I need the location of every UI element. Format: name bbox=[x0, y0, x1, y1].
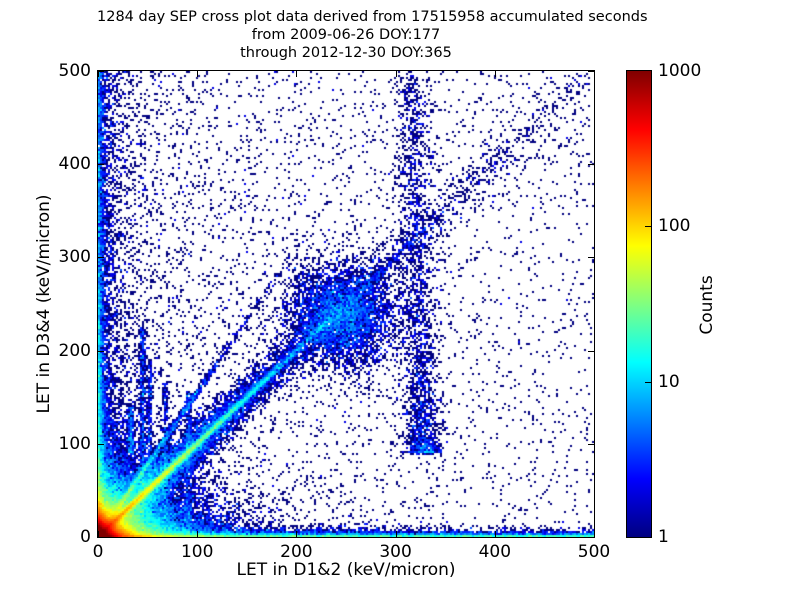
y-tick-right bbox=[588, 71, 594, 72]
x-tick-label: 500 bbox=[577, 542, 611, 562]
colorbar-tick-marks bbox=[627, 71, 651, 537]
y-tick-label: 100 bbox=[58, 433, 91, 454]
x-tick-bottom bbox=[296, 531, 297, 537]
y-tick-right bbox=[588, 537, 594, 538]
plot-area bbox=[97, 70, 595, 538]
y-tick-left bbox=[98, 537, 104, 538]
x-tick-bottom bbox=[495, 531, 496, 537]
x-tick-top bbox=[495, 71, 496, 77]
scatter-density-canvas bbox=[98, 71, 594, 537]
y-tick-label: 300 bbox=[58, 247, 91, 268]
x-tick-top bbox=[98, 71, 99, 77]
y-tick-left bbox=[98, 164, 104, 165]
colorbar-tick-label: 1000 bbox=[658, 61, 702, 81]
y-tick-right bbox=[588, 444, 594, 445]
y-tick-right bbox=[588, 164, 594, 165]
colorbar-tick-label: 10 bbox=[658, 371, 680, 392]
colorbar-label: Counts bbox=[697, 275, 717, 335]
colorbar-tick-label: 1 bbox=[658, 527, 669, 547]
y-tick-right bbox=[588, 351, 594, 352]
y-axis-label: LET in D3&4 (keV/micron) bbox=[34, 194, 54, 414]
x-tick-bottom bbox=[197, 531, 198, 537]
y-tick-label: 500 bbox=[58, 61, 91, 81]
x-tick-label: 200 bbox=[280, 542, 313, 562]
x-tick-top bbox=[396, 71, 397, 77]
y-tick-label: 200 bbox=[58, 340, 91, 361]
y-tick-label: 0 bbox=[80, 527, 91, 547]
x-tick-top bbox=[296, 71, 297, 77]
y-tick-label: 400 bbox=[58, 154, 91, 175]
x-tick-top bbox=[594, 71, 595, 77]
colorbar-gradient bbox=[627, 71, 651, 537]
y-tick-left bbox=[98, 444, 104, 445]
x-tick-label: 100 bbox=[180, 542, 214, 562]
x-axis-label: LET in D1&2 (keV/micron) bbox=[236, 560, 456, 580]
title-line-1: 1284 day SEP cross plot data derived fro… bbox=[97, 9, 648, 25]
x-tick-label: 300 bbox=[379, 542, 412, 562]
colorbar-tick bbox=[645, 226, 651, 227]
y-tick-left bbox=[98, 257, 104, 258]
title-line-2: from 2009-06-26 DOY:177 bbox=[251, 27, 441, 43]
x-tick-bottom bbox=[98, 531, 99, 537]
colorbar-tick-label: 100 bbox=[658, 216, 691, 237]
title-line-3: through 2012-12-30 DOY:365 bbox=[240, 45, 452, 61]
plot-title: 1284 day SEP cross plot data derived fro… bbox=[97, 8, 648, 62]
y-tick-left bbox=[98, 351, 104, 352]
x-tick-bottom bbox=[594, 531, 595, 537]
x-tick-label: 400 bbox=[478, 542, 512, 562]
y-tick-right bbox=[588, 257, 594, 258]
x-tick-label: 0 bbox=[92, 542, 104, 562]
x-tick-bottom bbox=[396, 531, 397, 537]
y-tick-left bbox=[98, 71, 104, 72]
colorbar-tick bbox=[645, 382, 651, 383]
x-tick-top bbox=[197, 71, 198, 77]
colorbar bbox=[626, 70, 652, 538]
